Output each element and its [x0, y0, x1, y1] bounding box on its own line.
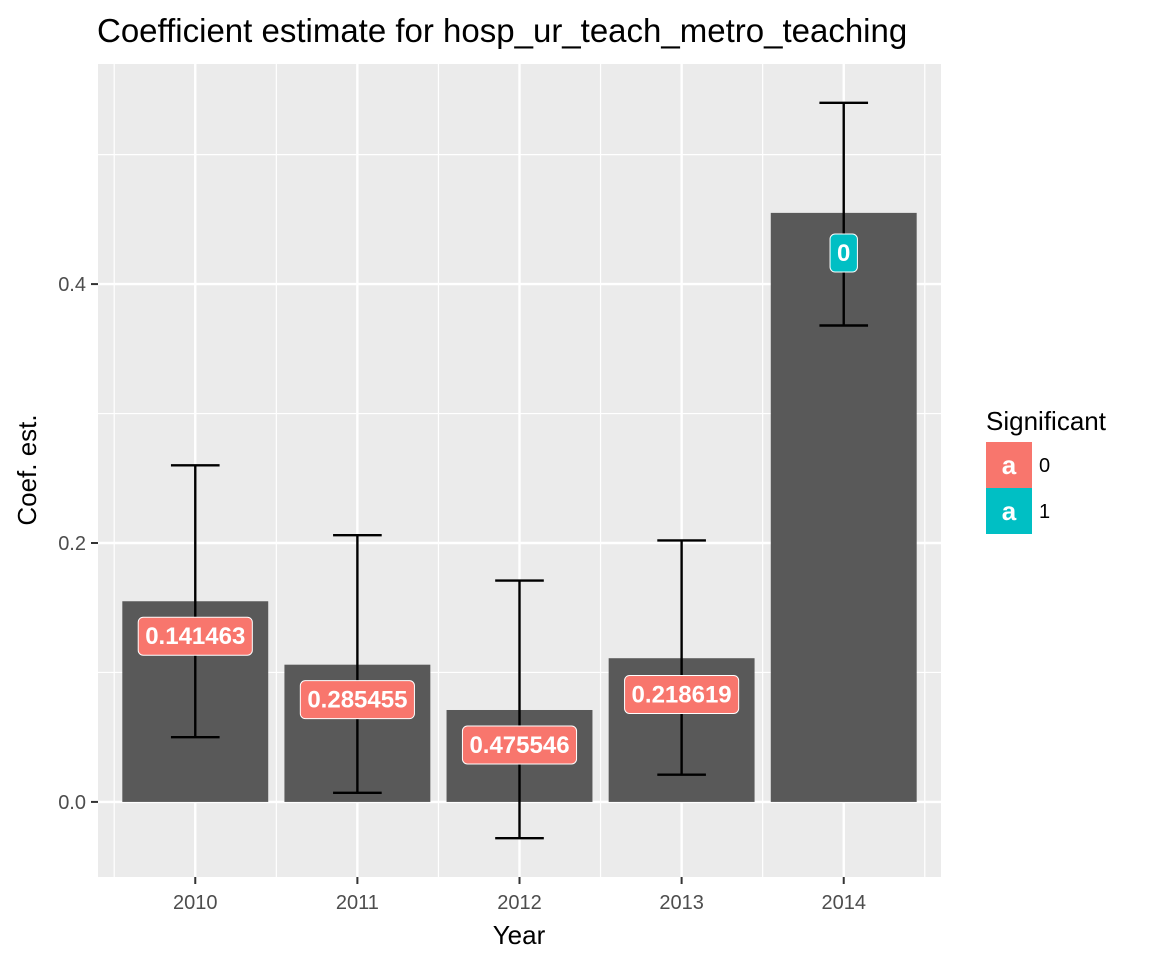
y-tick-label: 0.2: [58, 533, 86, 555]
chart-title: Coefficient estimate for hosp_ur_teach_m…: [97, 12, 907, 49]
errorbar-2013: [657, 539, 706, 776]
legend-key-glyph: a: [1002, 450, 1017, 480]
legend-key: [986, 442, 1032, 488]
x-tick-label: 2014: [821, 892, 866, 914]
data-label-2013: 0.218619: [624, 674, 740, 714]
x-tick-label: 2012: [497, 892, 542, 914]
data-label-2010: 0.141463: [137, 616, 253, 656]
y-tick-label: 0.4: [58, 274, 86, 296]
errorbars-layer: [170, 101, 869, 840]
x-axis: 2010 2011 2012 2013 2014: [173, 877, 866, 914]
data-label-2012: 0.475546: [461, 725, 578, 765]
data-label-2014: 0: [829, 233, 858, 273]
data-label-text: 0.218619: [632, 681, 732, 708]
legend-label: 1: [1039, 501, 1050, 523]
y-axis: 0.0 0.2 0.4: [58, 274, 98, 814]
y-axis-title: Coef. est.: [12, 414, 42, 525]
errorbar-2014: [819, 101, 869, 327]
errorbar-2010: [170, 464, 220, 739]
legend-key: [986, 488, 1032, 534]
y-tick-label: 0.0: [58, 792, 86, 814]
errorbar-2011: [333, 534, 382, 795]
data-label-text: 0: [837, 240, 850, 267]
data-label-text: 0.475546: [469, 732, 569, 759]
legend-label: 0: [1039, 455, 1050, 477]
data-labels-layer: 0.141463 0.285455 0.475546 0.218619 0: [137, 233, 858, 765]
x-tick-label: 2010: [173, 892, 218, 914]
data-label-text: 0.285455: [307, 687, 407, 714]
data-label-text: 0.141463: [145, 623, 245, 650]
errorbar-2012: [495, 579, 544, 840]
legend: Significant a 0a 1: [986, 406, 1107, 534]
x-tick-label: 2011: [336, 892, 379, 914]
legend-title: Significant: [986, 406, 1107, 436]
legend-key-glyph: a: [1002, 496, 1017, 526]
x-axis-title: Year: [493, 920, 546, 950]
x-tick-label: 2013: [659, 892, 704, 914]
data-label-2011: 0.285455: [299, 680, 415, 720]
